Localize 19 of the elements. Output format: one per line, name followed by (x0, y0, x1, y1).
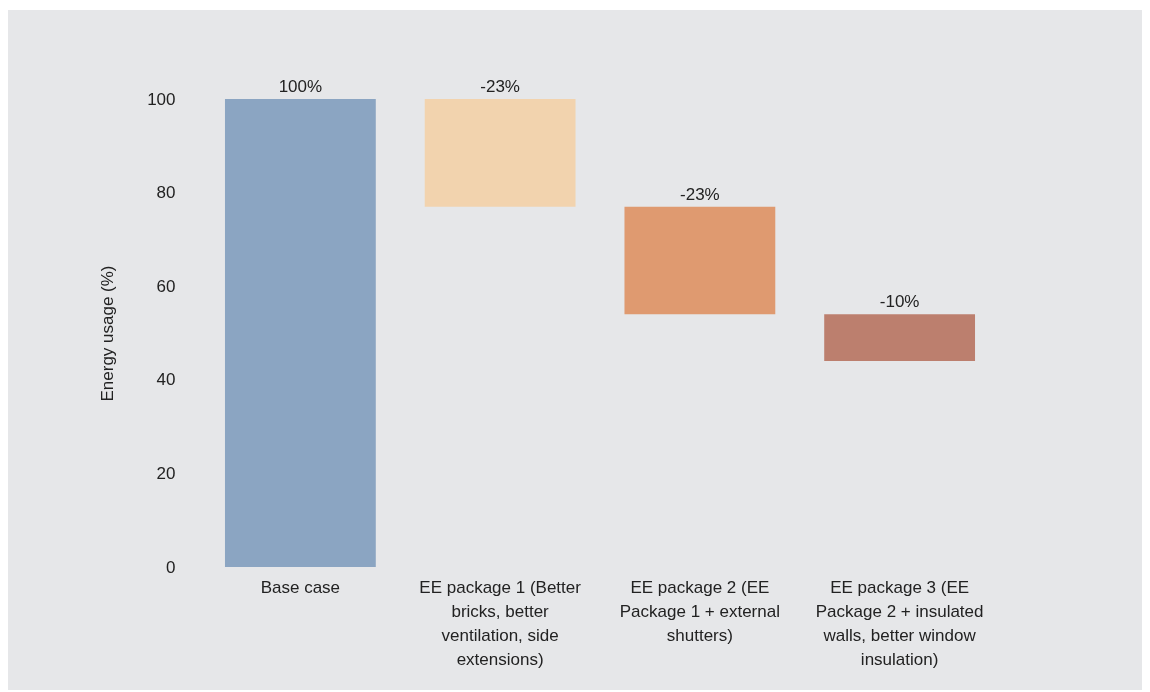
bar (224, 99, 376, 567)
bar (424, 99, 576, 207)
bar (824, 314, 976, 362)
y-tick-label: 20 (156, 463, 176, 483)
data-label: 100% (278, 77, 323, 96)
y-tick-label: 0 (166, 557, 176, 577)
y-axis-title: Energy usage (%) (98, 265, 118, 402)
y-tick-label: 80 (156, 183, 176, 203)
x-tick-label: EE package 3 (EE Package 2 + insulated walls, better window insulation) (815, 577, 984, 669)
bar (624, 206, 776, 315)
data-label: -23% (680, 184, 720, 204)
x-tick-label: Base case (260, 577, 341, 597)
data-label: -23% (480, 77, 520, 96)
data-label: -10% (879, 292, 920, 312)
y-tick-label: 60 (156, 276, 176, 296)
y-tick-label: 100 (147, 89, 176, 109)
x-tick-label: EE package 1 (Better bricks, better ventilation, side extensions) (419, 577, 582, 669)
y-tick-label: 40 (156, 370, 176, 390)
x-tick-label: EE package 2 (EE Package 1 + external shutters) (619, 577, 780, 645)
